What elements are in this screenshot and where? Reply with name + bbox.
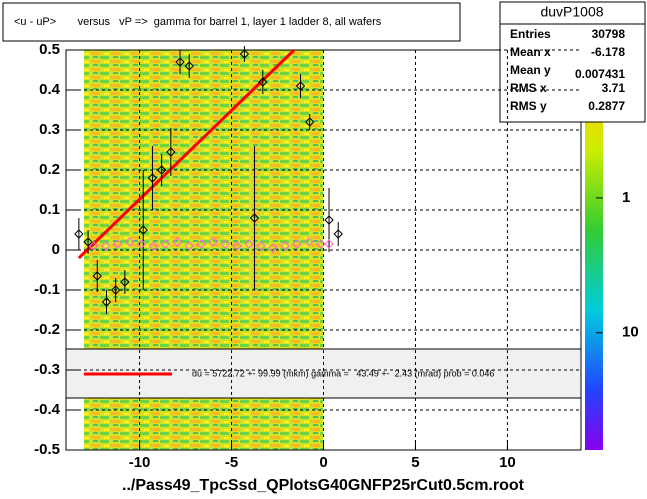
point	[316, 239, 326, 249]
point	[92, 271, 102, 281]
point	[147, 173, 158, 183]
point	[292, 239, 302, 249]
point	[124, 237, 135, 247]
y-tick-label: 0.1	[39, 201, 60, 218]
stat-label: RMS x	[510, 81, 547, 95]
stat-label: Mean y	[510, 63, 551, 77]
point	[295, 81, 306, 91]
stat-value: 0.007431	[575, 67, 625, 81]
x-tick-label: 10	[499, 454, 516, 471]
point	[156, 165, 167, 175]
y-tick-label: -0.5	[34, 441, 60, 458]
point	[74, 229, 84, 239]
point	[256, 241, 266, 251]
point	[172, 237, 182, 247]
x-tick-label: 0	[319, 454, 327, 471]
point	[304, 237, 314, 247]
point	[239, 49, 250, 59]
y-tick-label: 0.3	[39, 121, 60, 138]
point	[160, 239, 171, 249]
point	[249, 213, 260, 223]
point	[232, 241, 242, 251]
y-tick-label: -0.3	[34, 361, 60, 378]
stat-label: Entries	[510, 27, 551, 41]
point	[100, 241, 111, 251]
point	[112, 239, 123, 249]
y-tick-label: 0	[52, 241, 60, 258]
point	[304, 117, 315, 127]
point	[258, 77, 268, 87]
point	[175, 57, 185, 67]
title-box	[2, 2, 461, 42]
z-tick-label: 1	[622, 189, 630, 206]
y-tick-label: 0.5	[39, 41, 60, 58]
y-tick-label: -0.1	[34, 281, 60, 298]
stat-label: Mean x	[510, 45, 551, 59]
point	[220, 239, 230, 249]
x-axis-title: ../Pass49_TpcSsd_QPlotsG40GNFP25rCut0.5c…	[122, 477, 525, 494]
stats-title: duvP1008	[540, 4, 603, 20]
point	[148, 241, 159, 251]
y-tick-label: -0.2	[34, 321, 60, 338]
point	[324, 215, 334, 225]
point	[101, 297, 112, 307]
point	[184, 61, 194, 71]
point	[120, 277, 130, 287]
x-tick-label: 5	[411, 454, 419, 471]
chart-title: <u - uP> versus vP => gamma for barrel 1…	[14, 16, 382, 28]
point	[208, 237, 218, 247]
point	[138, 225, 148, 235]
stat-value: 3.71	[602, 81, 626, 95]
point	[136, 239, 147, 249]
colorbar	[585, 50, 603, 450]
point	[83, 237, 93, 247]
stats-box	[499, 1, 646, 123]
z-tick-label: 10	[622, 324, 639, 341]
point	[196, 239, 206, 249]
point	[280, 241, 290, 251]
point	[324, 239, 334, 249]
stat-value: 0.2877	[588, 99, 625, 113]
point	[88, 241, 99, 251]
fit-line	[77, 48, 296, 260]
point	[110, 285, 121, 295]
x-tick-label: -5	[225, 454, 238, 471]
stat-value: -6.178	[591, 45, 625, 59]
point	[333, 229, 343, 239]
stat-value: 30798	[592, 27, 626, 41]
point	[268, 243, 278, 253]
point	[244, 239, 254, 249]
x-tick-label: -10	[129, 454, 151, 471]
legend-text: du = 5722.72 +- 99.99 (mkm) gamma = 43.4…	[192, 368, 494, 378]
y-tick-label: 0.4	[39, 81, 61, 98]
point	[184, 241, 194, 251]
stat-label: RMS y	[510, 99, 547, 113]
point	[166, 147, 176, 157]
y-tick-label: 0.2	[39, 161, 60, 178]
y-tick-label: -0.4	[34, 401, 61, 418]
